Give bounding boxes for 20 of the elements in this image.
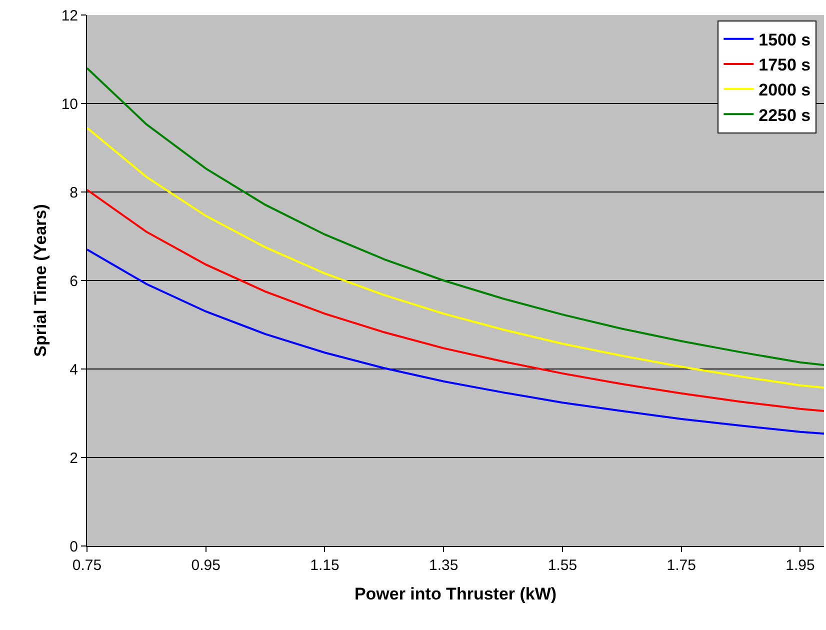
y-tick-label: 6: [70, 272, 78, 290]
y-axis-title: Sprial Time (Years): [30, 204, 50, 357]
x-tick-label: 1.15: [310, 557, 340, 574]
legend-label: 1500 s: [758, 30, 811, 50]
x-tick-label: 1.75: [666, 557, 696, 574]
x-tick-label: 1.55: [548, 557, 578, 574]
y-tick-label: 4: [70, 361, 78, 378]
y-tick-label: 0: [70, 538, 78, 556]
legend-label: 2000 s: [758, 80, 811, 100]
y-tick-label: 8: [70, 184, 78, 202]
legend-label: 2250 s: [758, 106, 811, 125]
x-tick-label: 0.95: [191, 557, 220, 574]
y-tick-label: 12: [61, 7, 78, 24]
x-tick-label: 1.35: [429, 557, 458, 574]
x-tick-label: 0.75: [72, 557, 102, 574]
legend-label: 1750 s: [758, 56, 811, 75]
x-tick-label: 1.95: [786, 557, 815, 574]
x-axis-title: Power into Thruster (kW): [354, 584, 557, 604]
y-tick-label: 2: [70, 450, 78, 467]
y-tick-label: 10: [61, 96, 78, 113]
